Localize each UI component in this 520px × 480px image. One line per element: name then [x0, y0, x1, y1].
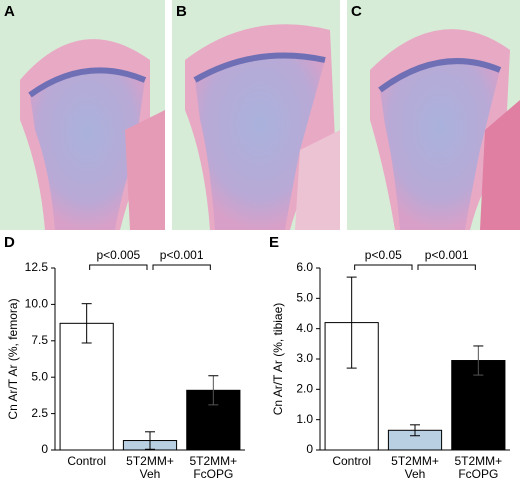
y-tick-label: 12.5 [25, 260, 49, 274]
y-tick-label: 0 [41, 442, 48, 456]
histology-b [172, 0, 340, 231]
y-tick-label: 5.0 [31, 369, 48, 383]
significance-label: p<0.05 [365, 248, 402, 262]
y-tick-label: 4.0 [296, 321, 313, 335]
y-tick-label: 1.0 [296, 412, 313, 426]
significance-bracket [417, 264, 476, 270]
y-axis-label: Cn Ar/T Ar (%, tibiae) [271, 303, 285, 415]
y-tick-label: 10.0 [25, 297, 49, 311]
histology-c [347, 0, 520, 230]
panel-label: D [4, 234, 15, 251]
significance-bracket [152, 264, 211, 270]
significance-label: p<0.001 [160, 248, 204, 262]
significance-label: p<0.001 [425, 248, 469, 262]
panel-label: E [269, 234, 279, 251]
y-tick-label: 2.5 [31, 406, 48, 420]
significance-label: p<0.005 [96, 248, 140, 262]
y-axis-label: Cn Ar/T Ar (%, femora) [6, 298, 20, 419]
x-tick-label: 5T2MM+ FcOPG [454, 454, 503, 480]
x-tick-label: Control [332, 454, 371, 468]
y-tick-label: 6.0 [296, 260, 313, 274]
significance-bracket [89, 264, 148, 270]
x-tick-label: 5T2MM+ Veh [391, 454, 439, 480]
bar [59, 322, 114, 451]
panel-label: C [351, 3, 362, 20]
histology-a [0, 0, 165, 230]
x-tick-label: 5T2MM+ Veh [126, 454, 174, 480]
x-tick-label: 5T2MM+ FcOPG [189, 454, 238, 480]
panel-label: B [176, 3, 187, 20]
y-tick-label: 7.5 [31, 333, 48, 347]
x-tick-label: Control [67, 454, 106, 468]
y-tick-label: 2.0 [296, 382, 313, 396]
y-tick-label: 3.0 [296, 351, 313, 365]
y-tick-label: 5.0 [296, 291, 313, 305]
panel-label: A [4, 3, 15, 20]
y-tick-label: 0 [306, 442, 313, 456]
significance-bracket [354, 264, 413, 270]
